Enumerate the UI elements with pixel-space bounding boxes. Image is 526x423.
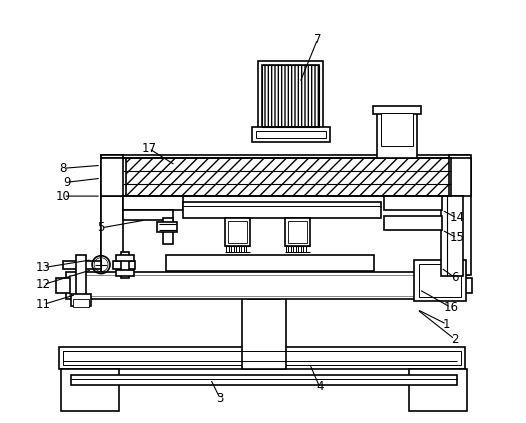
Bar	[123, 158, 451, 196]
Bar	[76, 255, 86, 299]
Bar	[113, 261, 135, 269]
Bar	[225, 218, 250, 246]
Bar	[71, 294, 91, 306]
Bar	[59, 347, 464, 369]
Bar	[449, 158, 471, 196]
Text: 2: 2	[451, 332, 459, 346]
Bar	[262, 65, 319, 126]
Bar	[101, 158, 126, 196]
Bar	[441, 196, 463, 275]
Text: 1: 1	[443, 318, 451, 331]
Bar	[116, 269, 134, 275]
Text: 5: 5	[97, 221, 105, 234]
Text: 3: 3	[217, 392, 224, 405]
Bar	[166, 255, 375, 271]
Bar	[123, 196, 183, 210]
Bar	[63, 261, 101, 269]
Bar	[183, 202, 381, 218]
Bar	[381, 113, 413, 146]
Text: 6: 6	[451, 271, 459, 284]
Bar	[101, 155, 123, 275]
Text: 10: 10	[56, 190, 71, 203]
Text: 4: 4	[316, 380, 323, 393]
Bar	[157, 222, 177, 232]
Bar	[56, 277, 70, 294]
Bar	[121, 252, 129, 277]
Bar	[101, 155, 469, 275]
Bar	[384, 196, 442, 210]
Text: 7: 7	[314, 33, 321, 46]
Text: 15: 15	[449, 231, 464, 244]
Text: 17: 17	[141, 142, 156, 155]
Bar	[285, 218, 310, 246]
Bar	[248, 285, 280, 299]
Bar	[377, 109, 417, 158]
Bar	[252, 126, 330, 143]
Bar	[123, 210, 173, 220]
Bar	[123, 158, 451, 196]
Bar	[464, 277, 472, 294]
Text: 13: 13	[36, 261, 51, 274]
Bar	[163, 218, 173, 244]
Text: 16: 16	[443, 301, 458, 314]
Bar	[62, 369, 119, 411]
Bar	[449, 155, 471, 275]
Bar	[71, 375, 457, 385]
Text: 14: 14	[449, 212, 464, 225]
Bar	[66, 272, 464, 299]
Bar	[256, 131, 326, 138]
Bar	[384, 216, 442, 230]
Text: 8: 8	[59, 162, 67, 175]
Text: 12: 12	[36, 278, 51, 291]
Bar	[288, 221, 307, 243]
Bar	[242, 294, 286, 369]
Bar	[116, 255, 134, 261]
Bar	[63, 351, 461, 365]
Bar	[414, 260, 466, 302]
Text: 9: 9	[64, 176, 71, 189]
Bar	[73, 299, 89, 308]
Bar	[262, 65, 319, 126]
Bar	[419, 264, 461, 297]
Text: 11: 11	[36, 298, 51, 311]
Bar	[373, 106, 421, 114]
Bar	[258, 61, 322, 131]
Bar	[409, 369, 467, 411]
Bar	[228, 221, 247, 243]
Bar	[69, 275, 461, 297]
